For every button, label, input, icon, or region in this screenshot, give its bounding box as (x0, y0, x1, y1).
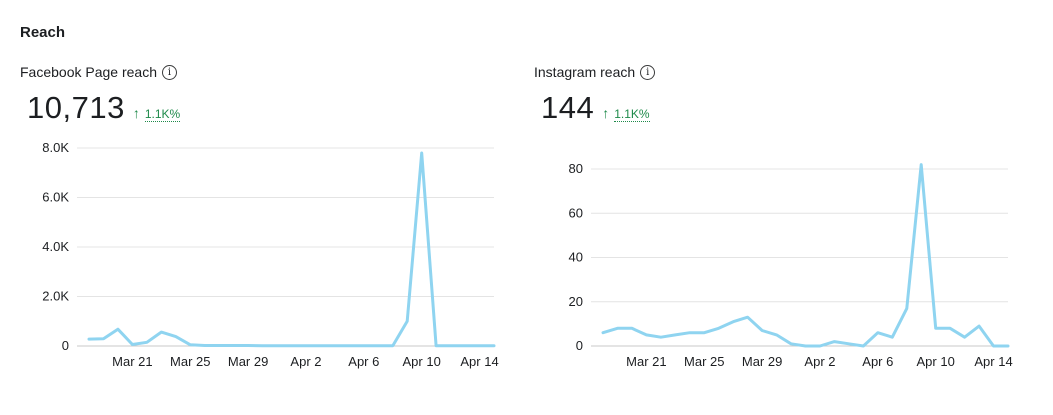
metric-label: Facebook Page reach (20, 64, 157, 80)
x-tick-label: Mar 21 (626, 354, 666, 369)
facebook-reach-card: Facebook Page reach i 10,713 ↑ 1.1K% 0 2.… (20, 62, 520, 402)
change-percent[interactable]: 1.1K% (614, 107, 650, 122)
section-title: Reach (20, 24, 66, 41)
x-tick-label: Apr 2 (804, 354, 835, 369)
y-tick-label: 8.0K (42, 140, 69, 155)
instagram-reach-line-chart: 0 20 40 60 80 Mar 21 Mar 25 Mar 29 Apr 2 Apr 6 Apr… (569, 161, 1013, 369)
x-tick-label: Apr 2 (290, 354, 321, 369)
value-row: 144 ↑ 1.1K% (541, 90, 650, 126)
x-tick-label: Apr 10 (917, 354, 955, 369)
x-tick-label: Apr 6 (862, 354, 893, 369)
facebook-reach-line-chart: 0 2.0K 4.0K 6.0K 8.0K Mar 21 Mar 25 Mar 29 Apr 2… (42, 140, 498, 369)
x-tick-label: Apr 10 (403, 354, 441, 369)
series-line (601, 163, 1010, 348)
y-tick-label: 4.0K (42, 239, 69, 254)
metric-value: 10,713 (27, 90, 125, 125)
y-tick-label: 60 (569, 205, 583, 220)
arrow-up-icon: ↑ (132, 105, 140, 121)
x-tick-label: Apr 14 (974, 354, 1012, 369)
series-line (87, 151, 496, 348)
x-tick-label: Mar 29 (742, 354, 782, 369)
info-icon[interactable]: i (161, 64, 177, 80)
x-tick-label: Mar 29 (228, 354, 268, 369)
x-tick-label: Apr 14 (460, 354, 498, 369)
x-tick-label: Apr 6 (348, 354, 379, 369)
y-tick-label: 40 (569, 250, 583, 265)
x-tick-label: Mar 25 (170, 354, 210, 369)
instagram-reach-card: Instagram reach i 144 ↑ 1.1K% 0 20 40 60 80 M… (534, 62, 1034, 402)
change-indicator[interactable]: ↑ 1.1K% (602, 105, 650, 122)
change-percent[interactable]: 1.1K% (144, 107, 181, 122)
x-tick-label: Mar 25 (684, 354, 724, 369)
y-tick-label: 2.0K (42, 289, 69, 304)
metric-header: Instagram reach i (534, 62, 1034, 82)
info-icon[interactable]: i (640, 64, 656, 80)
arrow-up-icon: ↑ (602, 105, 610, 121)
y-tick-label: 20 (569, 294, 583, 309)
y-tick-label: 6.0K (42, 190, 69, 205)
change-indicator[interactable]: ↑ 1.1K% (132, 105, 181, 122)
metric-label: Instagram reach (534, 64, 636, 80)
x-tick-label: Mar 21 (112, 354, 152, 369)
metric-header: Facebook Page reach i (20, 62, 520, 82)
metric-value: 144 (541, 90, 595, 125)
value-row: 10,713 ↑ 1.1K% (27, 90, 181, 126)
y-tick-label: 0 (62, 338, 69, 353)
y-tick-label: 0 (576, 338, 583, 353)
y-tick-label: 80 (569, 161, 583, 176)
